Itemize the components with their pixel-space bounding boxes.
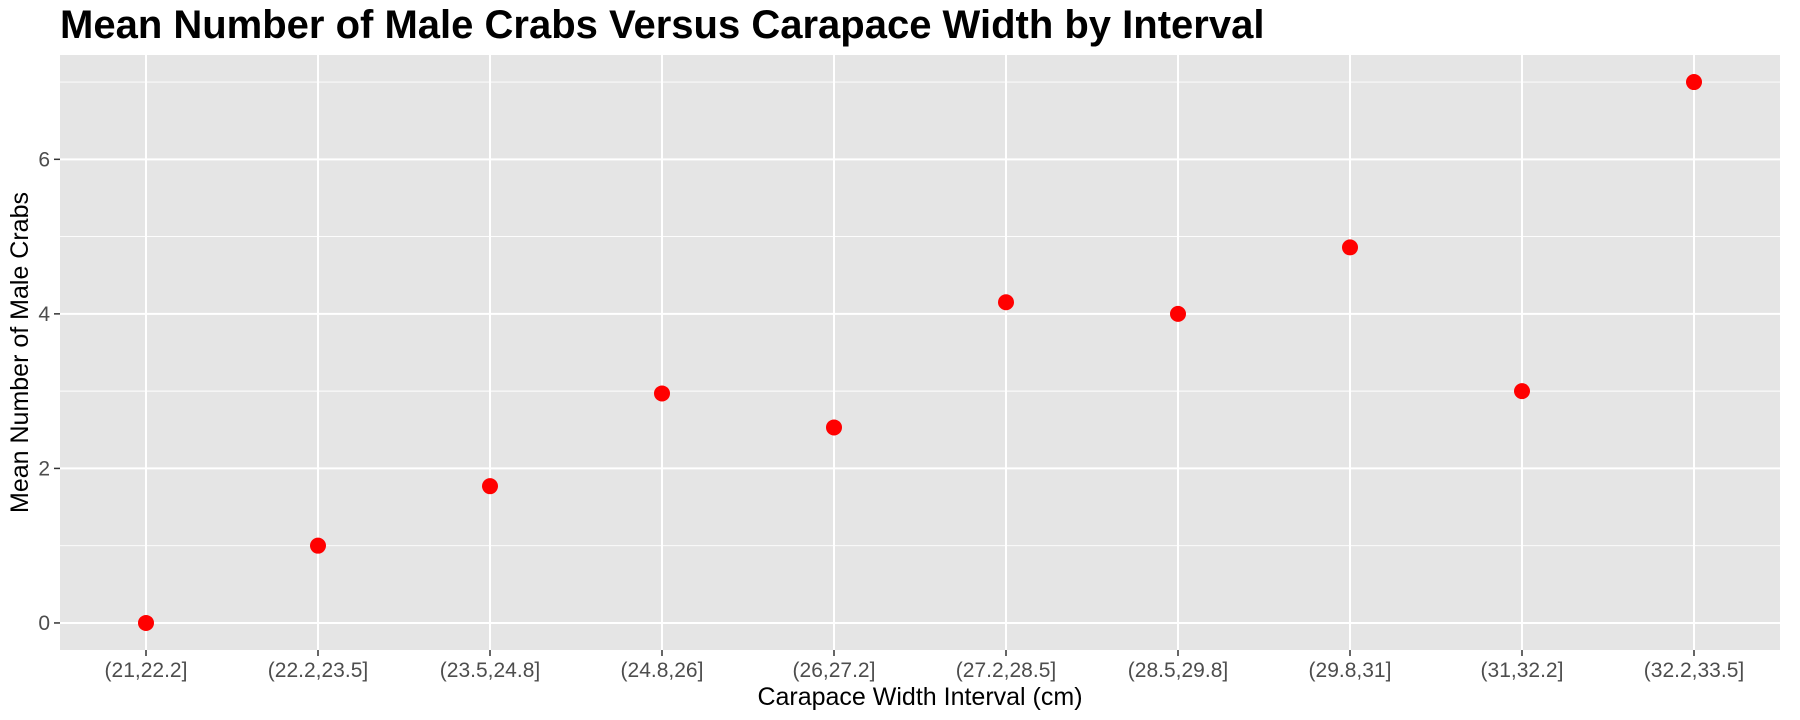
x-tick-label: (24.8,26] [621,659,704,682]
x-tick-label: (21,22.2] [105,659,188,682]
data-point [1686,74,1702,91]
y-tick-label: 6 [38,148,50,171]
axis-ticks [54,158,1695,656]
data-point [998,294,1014,311]
x-tick-label: (23.5,24.8] [440,659,540,682]
data-point [1514,383,1530,400]
data-point [654,385,670,402]
data-point [138,614,154,631]
chart-title: Mean Number of Male Crabs Versus Carapac… [60,3,1265,47]
x-tick-label: (32.2,33.5] [1644,659,1744,682]
y-axis-tick-labels: 0 2 4 6 [38,148,50,635]
x-axis-title: Carapace Width Interval (cm) [757,683,1082,711]
x-tick-label: (27.2,28.5] [956,659,1056,682]
y-tick-label: 0 [38,612,50,635]
data-point [1170,305,1186,322]
x-tick-label: (26,27.2] [793,659,876,682]
y-tick-label: 4 [38,303,50,326]
y-tick-label: 2 [38,457,50,480]
data-point [826,419,842,436]
data-point [310,537,326,554]
plot-panel [60,55,1780,650]
y-axis-title: Mean Number of Male Crabs [6,192,34,513]
x-tick-label: (22.2,23.5] [268,659,368,682]
major-gridlines [60,55,1780,650]
data-point [1342,239,1358,256]
minor-gridlines [60,81,1780,547]
data-point [482,478,498,495]
x-tick-label: (29.8,31] [1309,659,1392,682]
x-tick-label: (31,32.2] [1481,659,1564,682]
x-axis-tick-labels: (21,22.2] (22.2,23.5] (23.5,24.8] (24.8,26]… [105,659,1745,682]
x-tick-label: (28.5,29.8] [1128,659,1228,682]
data-points [138,74,1702,631]
